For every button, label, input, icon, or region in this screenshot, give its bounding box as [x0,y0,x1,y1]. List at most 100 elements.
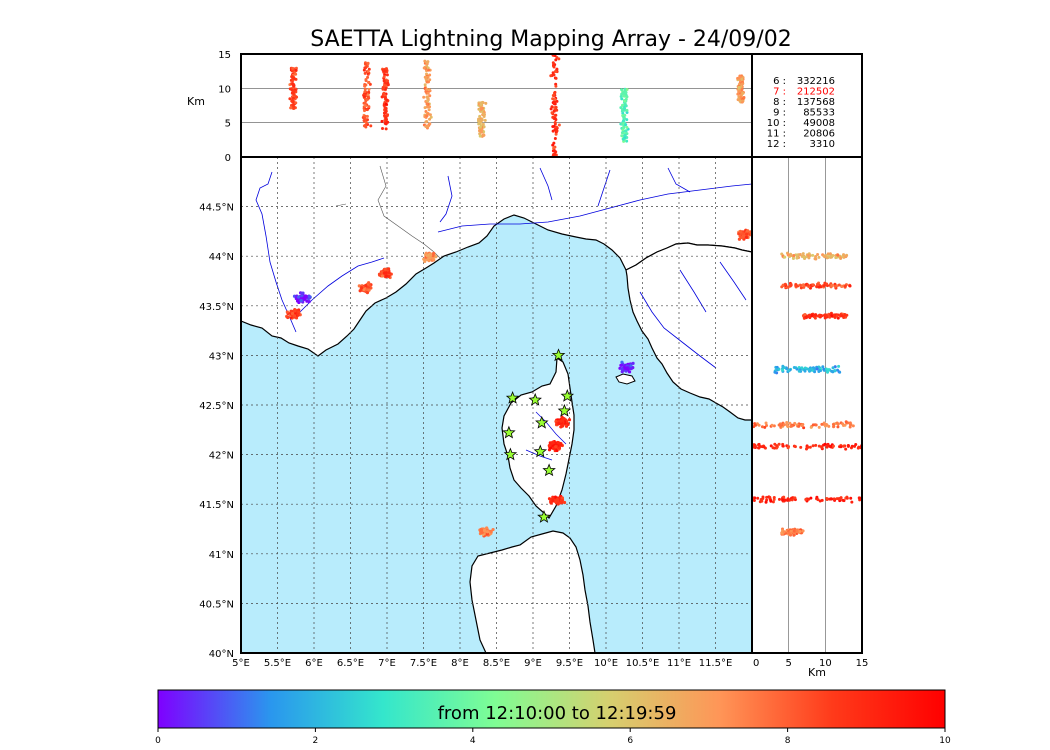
side-source-point [836,368,840,372]
altitude-source-point [382,91,386,95]
side-source-point [841,422,845,426]
altitude-source-point [292,89,296,93]
altitude-source-point [426,112,430,116]
lon-tick-label: 5.5°E [264,658,291,669]
altitude-source-point [363,114,367,118]
lightning-source-point [556,502,560,506]
lon-tick-label: 9.5°E [556,658,583,669]
side-source-point [840,314,844,318]
altitude-source-point [552,65,556,69]
side-source-point [795,256,799,260]
side-source-point [785,367,789,371]
side-source-point [833,284,837,288]
lightning-source-point [554,445,558,449]
lon-tick-label: 11°E [667,658,691,669]
lon-tick-label: 7°E [378,658,396,669]
lightning-source-point [559,442,563,447]
side-source-point [798,529,802,533]
altitude-source-point [620,109,624,113]
side-source-point [823,442,827,446]
altitude-source-point [480,130,484,134]
count-label: 9 : [773,108,786,119]
side-source-point [752,498,756,502]
altitude-source-point [621,126,625,130]
altitude-source-point [366,93,370,97]
altitude-source-point [554,76,558,80]
station-star-icon [542,463,556,477]
side-source-point [772,424,776,428]
altitude-source-point [423,83,427,87]
side-source-point [809,425,813,429]
side-source-point [773,370,777,374]
altitude-source-point [619,94,623,98]
lightning-source-point [307,299,311,304]
lat-tick-label: 43°N [209,351,234,362]
altitude-source-point [289,106,293,110]
side-source-point [782,423,786,427]
altitude-source-point [427,108,431,112]
altitude-source-point [738,89,742,93]
altitude-source-point [425,80,429,84]
lightning-source-point [295,299,300,303]
lightning-cluster [292,291,312,305]
count-value: 85533 [803,108,835,119]
side-source-point [803,366,807,370]
side-column [752,420,855,430]
side-source-point [781,498,785,502]
colorbar-strip [157,689,946,729]
altitude-source-point [620,92,624,96]
altitude-source-point [367,96,371,100]
altitude-source-point [551,143,555,147]
altitude-source-point [426,99,430,103]
altitude-source-point [366,61,370,65]
lightning-source-point [387,271,391,275]
altitude-source-point [294,68,298,72]
lightning-source-point [285,310,289,314]
altitude-source-point [422,66,426,70]
map-gridlines [241,157,752,653]
side-source-point [775,444,779,448]
lightning-source-point [631,361,635,365]
lon-tick-label: 8°E [451,658,469,669]
side-source-point [794,366,798,370]
altitude-source-point [290,88,294,92]
altitude-source-point [381,126,385,130]
lightning-cluster [357,281,373,295]
altitude-source-point [363,101,367,105]
altitude-source-point [554,118,558,122]
lat-tick-label: 43.5°N [199,302,234,313]
altitude-source-point [554,58,558,62]
river-po [437,183,752,233]
side-source-point [757,423,761,427]
lightning-source-point [296,312,300,316]
altitude-source-point [383,114,387,118]
side-source-point [837,364,841,368]
altitude-source-point [625,95,629,99]
lightning-source-point [485,530,490,534]
side-gridlines [788,157,826,653]
side-source-point [848,425,852,429]
lon-tick-label: 9°E [524,658,542,669]
altitude-source-point [478,114,482,118]
side-source-point [844,420,848,424]
side-tick-label: 10 [819,658,832,669]
side-source-point [786,446,790,450]
side-source-point [795,253,799,257]
side-source-point [857,445,861,449]
side-source-point [789,282,793,286]
altitude-source-point [291,103,295,107]
altitude-source-point [484,101,488,105]
side-source-point [778,423,782,427]
side-source-point [831,254,835,258]
station-star-icon [535,415,549,429]
altitude-source-point [427,68,431,72]
side-source-point [850,444,854,448]
river-durance [295,257,385,317]
altitude-source-point [625,118,629,122]
side-source-point [822,367,826,371]
side-source-point [814,254,818,258]
side-source-point [851,424,855,428]
side-source-point [792,253,796,257]
station-star-icon [505,391,520,404]
altitude-source-point [422,95,426,99]
